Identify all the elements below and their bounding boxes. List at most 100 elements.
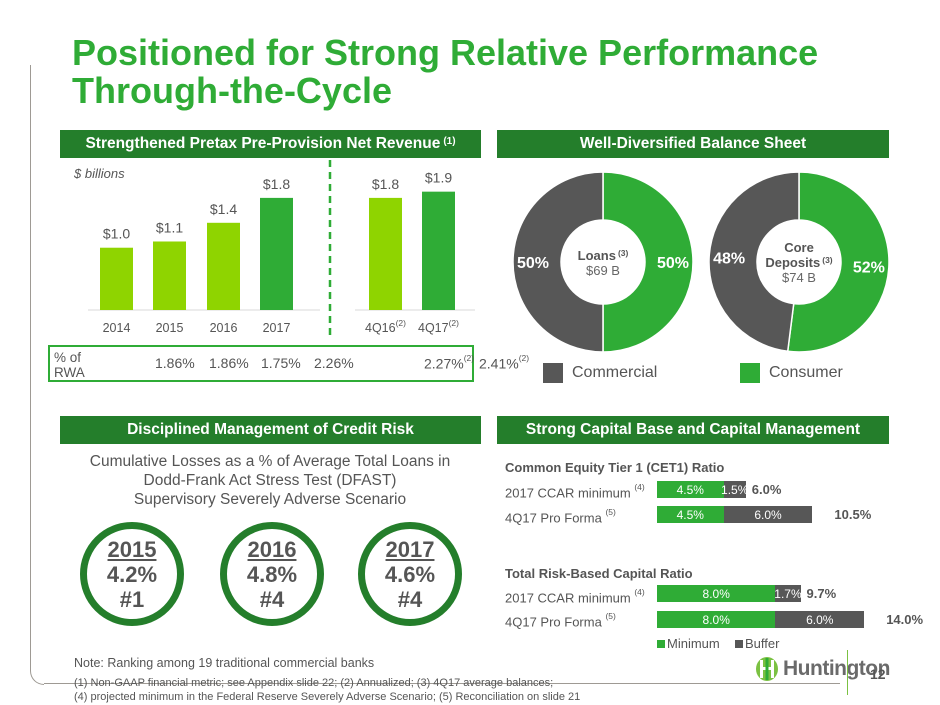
bar-value-label: $1.9	[425, 170, 452, 186]
rwa-label: % of RWA	[54, 350, 85, 380]
donut-slice-label: 52%	[853, 259, 885, 276]
legend-swatch-commercial	[543, 363, 563, 383]
row-label-footnote: (5)	[605, 611, 616, 621]
balance-section-header: Well-Diversified Balance Sheet	[497, 130, 889, 158]
trbc-row-label-ccar: 2017 CCAR minimum (4)	[505, 587, 645, 606]
donut-slice-label: 50%	[517, 255, 549, 272]
cet1-row-label-proforma: 4Q17 Pro Forma (5)	[505, 507, 616, 526]
huntington-logo: Huntington	[755, 656, 890, 682]
cet1-title: Common Equity Tier 1 (CET1) Ratio	[505, 460, 725, 475]
rwa-label-line-2: RWA	[54, 365, 85, 380]
capital-header-text: Strong Capital Base and Capital Manageme…	[525, 421, 861, 438]
footer-divider	[847, 650, 848, 695]
dfast-year: 2017	[385, 536, 435, 562]
trbc-bar-buffer: 6.0%	[775, 611, 865, 628]
x-tick-label: 2017	[263, 321, 291, 335]
rwa-value-4Q17: 2.41%(2)	[479, 353, 530, 372]
legend-label-consumer: Consumer	[769, 364, 843, 381]
rwa-value-2017: 2.26%	[314, 355, 354, 371]
trbc-title: Total Risk-Based Capital Ratio	[505, 566, 693, 581]
trbc-bar-total: 14.0%	[886, 612, 924, 627]
x-tick-label: 2015	[156, 321, 184, 335]
rwa-value-2014: 1.86%	[155, 355, 195, 371]
legend-swatch-consumer	[740, 363, 760, 383]
cet1-row-label-ccar: 2017 CCAR minimum (4)	[505, 482, 645, 501]
credit-subtitle-line-2: Dodd-Frank Act Stress Test (DFAST)	[143, 472, 397, 489]
legend-swatch-minimum	[657, 639, 665, 648]
donut-slice-label: 50%	[657, 255, 689, 272]
cet1-bar-minimum: 4.5%	[657, 481, 724, 498]
slide-frame-line	[30, 65, 44, 685]
capital-legend-minimum: Minimum	[657, 636, 720, 651]
credit-header-text: Disciplined Management of Credit Risk	[127, 421, 414, 438]
rwa-footnote: (2)	[518, 353, 530, 363]
ppnr-header-footnote: (1)	[443, 135, 456, 147]
dfast-loss-rate: 4.8%	[246, 561, 298, 587]
donut-center-title: Deposits (3)	[765, 255, 832, 270]
row-label-footnote: (4)	[634, 587, 645, 597]
dfast-circle-2016: 2016 4.8% #4	[220, 522, 324, 626]
x-tick-label: 2014	[103, 321, 131, 335]
balance-header-text: Well-Diversified Balance Sheet	[579, 135, 807, 152]
dfast-year: 2015	[107, 536, 157, 562]
bar-2017	[260, 197, 293, 310]
donut-center-total: $74 B	[782, 270, 816, 285]
row-label-footnote: (4)	[634, 482, 645, 492]
credit-section-header: Disciplined Management of Credit Risk	[60, 416, 481, 444]
x-tick-label: 4Q16(2)	[365, 318, 406, 335]
x-tick-label: 4Q17(2)	[418, 318, 459, 335]
logo-wordmark: Huntington	[783, 657, 890, 680]
dfast-year: 2016	[247, 536, 297, 562]
bar-2015	[153, 241, 186, 310]
legend-label-commercial: Commercial	[572, 364, 658, 381]
donut-center-total: $69 B	[586, 263, 620, 278]
footnote-line-1: (1) Non-GAAP financial metric; see Appen…	[74, 677, 554, 689]
rwa-box: % of RWA	[48, 345, 474, 382]
credit-subtitle: Cumulative Losses as a % of Average Tota…	[60, 452, 480, 509]
dfast-circle-2017: 2017 4.6% #4	[358, 522, 462, 626]
ppnr-section-header: Strengthened Pretax Pre-Provision Net Re…	[60, 130, 481, 158]
bar-2014	[100, 247, 133, 310]
cet1-bar-total: 6.0%	[751, 482, 782, 497]
ppnr-units-label: $ billions	[74, 166, 125, 181]
page-number: 12	[870, 666, 886, 682]
legend-swatch-buffer	[735, 639, 743, 648]
footnote-line-2: (4) projected minimum in the Federal Res…	[74, 690, 581, 703]
donut-slice-consumer	[786, 171, 890, 353]
footnotes: (1) Non-GAAP financial metric; see Appen…	[74, 677, 580, 704]
dfast-rank: #1	[119, 586, 145, 612]
trbc-bar-minimum: 8.0%	[657, 585, 776, 602]
bar-4Q16	[369, 197, 402, 310]
dfast-rank: #4	[397, 586, 423, 612]
slide-title: Positioned for Strong Relative Performan…	[72, 32, 819, 111]
row-label-text: 4Q17 Pro Forma	[505, 510, 602, 526]
row-label-text: 4Q17 Pro Forma	[505, 614, 602, 630]
capital-section-header: Strong Capital Base and Capital Manageme…	[497, 416, 889, 444]
x-tick-footnote: (2)	[449, 318, 460, 328]
bar-value-label: $1.0	[103, 226, 130, 242]
row-label-text: 2017 CCAR minimum	[505, 590, 631, 606]
donut-slice-commercial	[708, 171, 800, 353]
trbc-row-label-proforma: 4Q17 Pro Forma (5)	[505, 611, 616, 630]
trbc-bar-total: 9.7%	[806, 586, 837, 601]
ranking-note: Note: Ranking among 19 traditional comme…	[74, 656, 375, 670]
bar-2016	[207, 222, 240, 310]
trbc-bar-minimum: 8.0%	[657, 611, 776, 628]
slide-frame-bottom	[44, 683, 840, 684]
bar-value-label: $1.8	[263, 176, 290, 192]
donut-slice-consumer	[602, 171, 694, 353]
bar-value-label: $1.4	[210, 201, 237, 217]
dfast-circle-2015: 2015 4.2% #1	[80, 522, 184, 626]
row-label-footnote: (5)	[605, 507, 616, 517]
bar-value-label: $1.1	[156, 219, 183, 235]
ppnr-header-text: Strengthened Pretax Pre-Provision Net Re…	[85, 135, 441, 152]
trbc-bar-buffer: 1.7%	[774, 585, 802, 602]
row-label-text: 2017 CCAR minimum	[505, 485, 631, 501]
rwa-label-line-1: % of	[54, 350, 82, 365]
donut-center-title: Core	[784, 240, 814, 255]
credit-subtitle-line-1: Cumulative Losses as a % of Average Tota…	[89, 453, 451, 470]
cet1-bar-buffer: 1.5%	[721, 481, 749, 498]
bar-value-label: $1.8	[372, 176, 399, 192]
donut-title-footnote: (3)	[822, 255, 833, 265]
